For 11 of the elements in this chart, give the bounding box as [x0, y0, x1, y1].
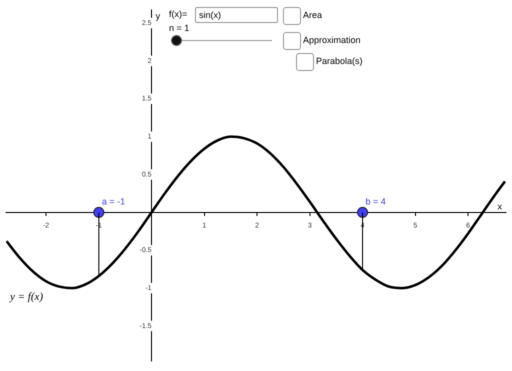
annotation: Parabola(s): [316, 56, 363, 66]
series-label: y = f(x): [9, 291, 44, 303]
text-field: sin(x): [195, 7, 278, 23]
y-axis-title: y: [156, 11, 161, 22]
annotation: a = -1: [102, 196, 126, 206]
annotation: Area: [303, 10, 322, 20]
annotation: n = 1: [169, 23, 190, 33]
annotation: Approximation: [303, 35, 361, 45]
annotation: f(x)=: [169, 9, 188, 19]
annotation: b = 4: [366, 196, 386, 206]
x-axis-title: x: [498, 201, 502, 212]
